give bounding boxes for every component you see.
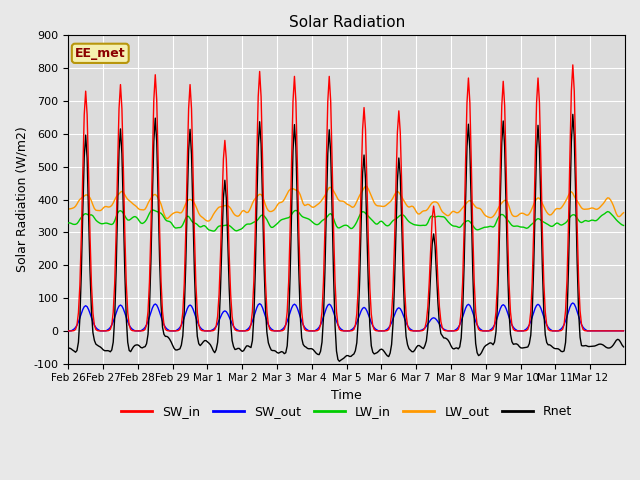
SW_in — [617, 328, 625, 334]
SW_in — [65, 328, 72, 334]
LW_in — [463, 218, 471, 224]
Rnet — [65, 345, 72, 351]
Rnet — [83, 155, 91, 161]
LW_in — [83, 211, 91, 217]
LW_in — [620, 223, 627, 228]
SW_in — [100, 328, 108, 334]
SW_out — [100, 328, 108, 334]
SW_in — [83, 112, 91, 118]
Rnet — [618, 342, 626, 348]
SW_in — [569, 62, 577, 68]
SW_in — [350, 326, 358, 332]
LW_out — [620, 210, 627, 216]
Y-axis label: Solar Radiation (W/m2): Solar Radiation (W/m2) — [15, 127, 28, 273]
X-axis label: Time: Time — [332, 389, 362, 402]
LW_in — [353, 219, 360, 225]
SW_in — [460, 228, 468, 234]
SW_out — [543, 322, 550, 328]
SW_out — [569, 300, 577, 306]
LW_out — [204, 218, 211, 224]
LW_out — [362, 183, 369, 189]
Line: LW_in: LW_in — [68, 210, 623, 231]
LW_in — [618, 222, 626, 228]
Text: EE_met: EE_met — [75, 47, 125, 60]
Rnet — [620, 344, 627, 350]
Rnet — [100, 348, 108, 353]
LW_in — [148, 207, 156, 213]
LW_out — [351, 202, 359, 207]
SW_in — [543, 322, 550, 328]
SW_out — [620, 328, 627, 334]
SW_out — [617, 328, 625, 334]
Line: Rnet: Rnet — [68, 114, 623, 361]
SW_out — [460, 310, 468, 315]
Rnet — [351, 348, 359, 354]
LW_in — [100, 220, 108, 226]
Line: SW_out: SW_out — [68, 303, 623, 331]
Rnet — [461, 201, 469, 206]
SW_out — [350, 325, 358, 331]
LW_in — [65, 220, 72, 226]
SW_out — [65, 328, 72, 334]
LW_out — [463, 200, 471, 205]
Title: Solar Radiation: Solar Radiation — [289, 15, 404, 30]
Rnet — [335, 359, 343, 364]
SW_out — [83, 304, 91, 310]
Rnet — [545, 342, 552, 348]
Rnet — [569, 111, 577, 117]
Legend: SW_in, SW_out, LW_in, LW_out, Rnet: SW_in, SW_out, LW_in, LW_out, Rnet — [116, 400, 577, 423]
LW_out — [100, 204, 108, 210]
LW_out — [546, 212, 554, 218]
LW_out — [65, 206, 72, 212]
LW_out — [618, 211, 626, 217]
Line: LW_out: LW_out — [68, 186, 623, 221]
LW_out — [83, 192, 91, 198]
Line: SW_in: SW_in — [68, 65, 623, 331]
LW_in — [209, 228, 217, 234]
SW_in — [620, 328, 627, 334]
LW_in — [546, 223, 554, 228]
